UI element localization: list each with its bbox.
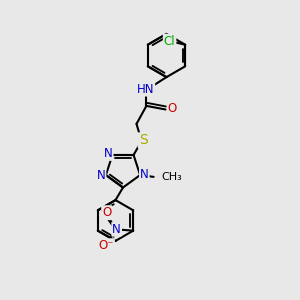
Text: N: N bbox=[104, 147, 112, 160]
Text: N: N bbox=[140, 168, 149, 181]
Text: O: O bbox=[102, 206, 111, 219]
Text: CH₃: CH₃ bbox=[161, 172, 182, 182]
Text: O⁻: O⁻ bbox=[98, 239, 114, 252]
Text: N: N bbox=[97, 169, 106, 182]
Text: Cl: Cl bbox=[164, 34, 176, 48]
Text: S: S bbox=[139, 134, 148, 147]
Text: HN: HN bbox=[137, 82, 154, 96]
Text: O: O bbox=[168, 101, 177, 115]
Text: N: N bbox=[112, 223, 121, 236]
